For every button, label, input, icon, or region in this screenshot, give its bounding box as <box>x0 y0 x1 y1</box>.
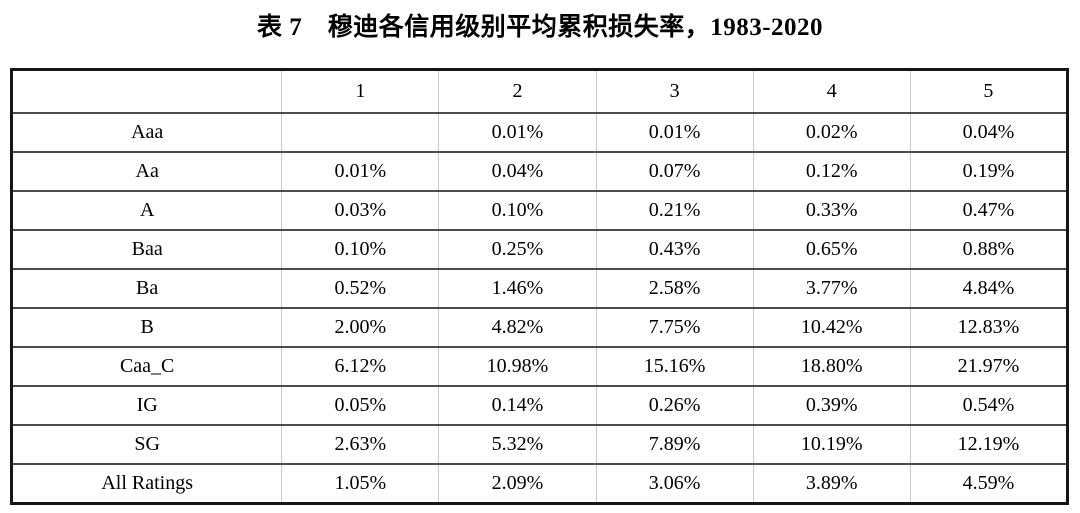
cell-value: 2.09% <box>438 463 597 505</box>
row-label: A <box>10 190 283 231</box>
table-title: 表 7 穆迪各信用级别平均累积损失率，1983-2020 <box>256 14 824 41</box>
cell-value: 0.21% <box>595 190 754 231</box>
corner-cell <box>10 68 283 114</box>
cell-value: 0.01% <box>281 151 440 192</box>
cell-value: 0.47% <box>909 190 1069 231</box>
cell-value: 0.04% <box>909 112 1069 153</box>
cell-value: 15.16% <box>595 346 754 387</box>
table-row: All Ratings 1.05% 2.09% 3.06% 3.89% 4.59% <box>10 463 1069 505</box>
row-label: SG <box>10 424 283 465</box>
row-label: Caa_C <box>10 346 283 387</box>
table-row: B 2.00% 4.82% 7.75% 10.42% 12.83% <box>10 307 1069 348</box>
column-header: 2 <box>438 68 597 114</box>
column-header: 5 <box>909 68 1069 114</box>
cell-value: 10.98% <box>438 346 597 387</box>
table-body: Aaa 0.01% 0.01% 0.02% 0.04% Aa 0.01% 0.04% 0.07%… <box>10 112 1069 505</box>
cell-value: 0.52% <box>281 268 440 309</box>
cell-value: 5.32% <box>438 424 597 465</box>
row-label: All Ratings <box>10 463 283 505</box>
cell-value: 4.82% <box>438 307 597 348</box>
cell-value: 0.33% <box>752 190 911 231</box>
cell-value: 0.01% <box>438 112 597 153</box>
cell-value: 0.26% <box>595 385 754 426</box>
row-label: Baa <box>10 229 283 270</box>
row-label: Ba <box>10 268 283 309</box>
cell-value: 0.12% <box>752 151 911 192</box>
cell-value: 4.59% <box>909 463 1069 505</box>
cell-value: 1.46% <box>438 268 597 309</box>
cell-value: 0.25% <box>438 229 597 270</box>
cell-value: 7.89% <box>595 424 754 465</box>
cell-value: 0.10% <box>281 229 440 270</box>
cell-value: 0.02% <box>752 112 911 153</box>
cell-value: 0.03% <box>281 190 440 231</box>
cell-value: 0.04% <box>438 151 597 192</box>
cell-value: 12.19% <box>909 424 1069 465</box>
cell-value: 0.39% <box>752 385 911 426</box>
row-label: IG <box>10 385 283 426</box>
cell-value: 10.42% <box>752 307 911 348</box>
cell-value: 7.75% <box>595 307 754 348</box>
cell-value: 4.84% <box>909 268 1069 309</box>
cell-value: 3.06% <box>595 463 754 505</box>
cell-value: 0.01% <box>595 112 754 153</box>
cell-value: 2.58% <box>595 268 754 309</box>
cell-value: 0.54% <box>909 385 1069 426</box>
cell-value: 0.14% <box>438 385 597 426</box>
cell-value: 2.00% <box>281 307 440 348</box>
column-header: 4 <box>752 68 911 114</box>
cell-value: 0.88% <box>909 229 1069 270</box>
cell-value: 6.12% <box>281 346 440 387</box>
cell-value: 12.83% <box>909 307 1069 348</box>
cell-value: 3.89% <box>752 463 911 505</box>
cell-value: 0.10% <box>438 190 597 231</box>
cell-value: 2.63% <box>281 424 440 465</box>
cell-value: 3.77% <box>752 268 911 309</box>
table-row: IG 0.05% 0.14% 0.26% 0.39% 0.54% <box>10 385 1069 426</box>
cell-value: 18.80% <box>752 346 911 387</box>
column-header: 1 <box>281 68 440 114</box>
cell-value: 0.43% <box>595 229 754 270</box>
table-row: Ba 0.52% 1.46% 2.58% 3.77% 4.84% <box>10 268 1069 309</box>
cell-value: 0.19% <box>909 151 1069 192</box>
cell-value <box>281 112 440 153</box>
row-label: B <box>10 307 283 348</box>
cell-value: 0.05% <box>281 385 440 426</box>
table-row: A 0.03% 0.10% 0.21% 0.33% 0.47% <box>10 190 1069 231</box>
cell-value: 10.19% <box>752 424 911 465</box>
cell-value: 0.65% <box>752 229 911 270</box>
row-label: Aaa <box>10 112 283 153</box>
table-row: Aa 0.01% 0.04% 0.07% 0.12% 0.19% <box>10 151 1069 192</box>
column-header: 3 <box>595 68 754 114</box>
cell-value: 21.97% <box>909 346 1069 387</box>
row-label: Aa <box>10 151 283 192</box>
table-row: Baa 0.10% 0.25% 0.43% 0.65% 0.88% <box>10 229 1069 270</box>
cell-value: 1.05% <box>281 463 440 505</box>
table-row: Caa_C 6.12% 10.98% 15.16% 18.80% 21.97% <box>10 346 1069 387</box>
table-row: Aaa 0.01% 0.01% 0.02% 0.04% <box>10 112 1069 153</box>
cell-value: 0.07% <box>595 151 754 192</box>
table-row: SG 2.63% 5.32% 7.89% 10.19% 12.19% <box>10 424 1069 465</box>
